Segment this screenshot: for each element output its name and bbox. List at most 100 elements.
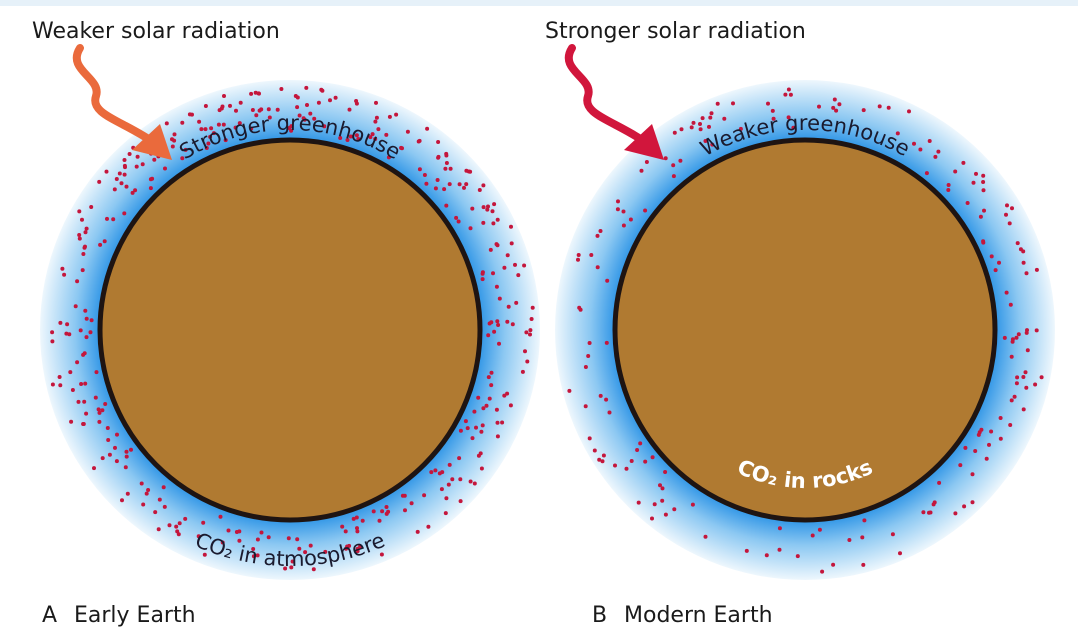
co2-dot [175, 529, 179, 533]
co2-dot [953, 170, 957, 174]
co2-dot [183, 517, 187, 521]
co2-dot [516, 273, 520, 277]
co2-dot [84, 230, 88, 234]
radiation-label: Weaker solar radiation [32, 19, 280, 44]
co2-dot [722, 117, 726, 121]
co2-dot [664, 513, 668, 517]
co2-dot [75, 360, 79, 364]
co2-dot [664, 156, 668, 160]
co2-dot [115, 177, 119, 181]
co2-dot [146, 488, 150, 492]
co2-dot [79, 328, 83, 332]
co2-dot [567, 389, 571, 393]
panel-letter: B [592, 603, 607, 628]
co2-dot [481, 406, 485, 410]
co2-dot [927, 511, 931, 515]
co2-dot [506, 253, 510, 257]
co2-dot [765, 553, 769, 557]
co2-dot [295, 537, 299, 541]
co2-dot [622, 224, 626, 228]
co2-dot [256, 538, 260, 542]
co2-dot [84, 412, 88, 416]
co2-dot [95, 370, 99, 374]
co2-dot [817, 105, 821, 109]
co2-dot [1010, 206, 1014, 210]
co2-dot [180, 121, 184, 125]
co2-dot [616, 199, 620, 203]
co2-dot [496, 421, 500, 425]
co2-dot [514, 301, 518, 305]
co2-dot [496, 243, 500, 247]
co2-dot [990, 254, 994, 258]
co2-dot [69, 420, 73, 424]
co2-dot [355, 516, 359, 520]
page: Stronger greenhouseCO₂ in atmosphereWeak… [0, 0, 1078, 632]
co2-dot [141, 162, 145, 166]
co2-dot [629, 218, 633, 222]
co2-dot [101, 456, 105, 460]
co2-dot [267, 535, 271, 539]
co2-dot [1005, 291, 1009, 295]
co2-dot [643, 460, 647, 464]
co2-dot [443, 167, 447, 171]
co2-dot [1019, 247, 1023, 251]
co2-dot [469, 226, 473, 230]
co2-dot [79, 382, 83, 386]
co2-dot [85, 317, 89, 321]
co2-dot [424, 182, 428, 186]
co2-dot [149, 177, 153, 181]
co2-dot [510, 241, 514, 245]
co2-dot [458, 182, 462, 186]
co2-dot [468, 170, 472, 174]
co2-dot [981, 180, 985, 184]
co2-dot [97, 407, 101, 411]
co2-dot [898, 551, 902, 555]
co2-dot [608, 411, 612, 415]
co2-dot [416, 530, 420, 534]
co2-dot [1021, 375, 1025, 379]
co2-dot [834, 109, 838, 113]
co2-dot [509, 403, 513, 407]
co2-dot [334, 96, 338, 100]
co2-dot [113, 446, 117, 450]
co2-dot [1010, 355, 1014, 359]
co2-dot [85, 227, 89, 231]
co2-dot [418, 167, 422, 171]
co2-dot [97, 420, 101, 424]
co2-dot [458, 477, 462, 481]
co2-dot [586, 354, 590, 358]
co2-dot [448, 463, 452, 467]
co2-dot [672, 174, 676, 178]
co2-dot [579, 308, 583, 312]
co2-dot [596, 234, 600, 238]
co2-dot [162, 485, 166, 489]
co2-dot [831, 563, 835, 567]
co2-dot [491, 209, 495, 213]
co2-dot [860, 535, 864, 539]
co2-dot [1024, 370, 1028, 374]
co2-dot [933, 155, 937, 159]
co2-dot [115, 433, 119, 437]
co2-dot [123, 158, 127, 162]
co2-dot [1005, 203, 1009, 207]
co2-dot [522, 264, 526, 268]
co2-dot [974, 172, 978, 176]
co2-dot [90, 318, 94, 322]
co2-dot [444, 152, 448, 156]
co2-dot [505, 320, 509, 324]
co2-dot [123, 164, 127, 168]
co2-dot [105, 217, 109, 221]
co2-dot [201, 521, 205, 525]
co2-dot [482, 205, 486, 209]
co2-dot [258, 109, 262, 113]
co2-dot [481, 270, 485, 274]
co2-dot [1004, 213, 1008, 217]
co2-dot [887, 106, 891, 110]
co2-dot [1015, 375, 1019, 379]
co2-dot [479, 430, 483, 434]
co2-dot [251, 108, 255, 112]
co2-dot [925, 171, 929, 175]
co2-dot [448, 182, 452, 186]
co2-dot [932, 502, 936, 506]
co2-dot [113, 187, 117, 191]
